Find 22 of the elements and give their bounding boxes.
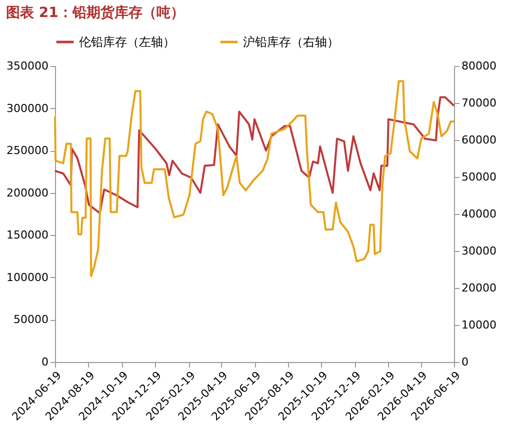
y-tick-label: 150000 — [6, 228, 48, 242]
legend-label: 伦铅库存（左轴） — [79, 35, 175, 49]
y2-tick-label: 0 — [462, 356, 468, 368]
y2-tick-label: 60000 — [462, 134, 496, 146]
line-series — [54, 80, 455, 278]
line-series — [54, 96, 455, 214]
y2-tick-label: 50000 — [462, 170, 496, 184]
y2-tick-label: 20000 — [462, 282, 496, 294]
y-tick-label: 50000 — [14, 313, 48, 326]
y-tick-label: 350000 — [6, 60, 48, 72]
y2-tick-label: 30000 — [462, 244, 496, 258]
y2-tick-label: 40000 — [462, 208, 496, 220]
legend-label: 沪铅库存（右轴） — [243, 35, 339, 49]
y2-tick-label: 70000 — [462, 96, 496, 110]
y-tick-label: 300000 — [6, 102, 48, 115]
chart-title: 图表 21：铅期货库存（吨） — [6, 4, 184, 21]
y-tick-label: 0 — [42, 356, 48, 368]
y-tick-label: 250000 — [6, 144, 48, 158]
y2-tick-label: 80000 — [462, 60, 496, 72]
y-tick-label: 100000 — [6, 270, 48, 284]
y-tick-label: 200000 — [6, 186, 48, 200]
y2-tick-label: 10000 — [462, 318, 496, 332]
